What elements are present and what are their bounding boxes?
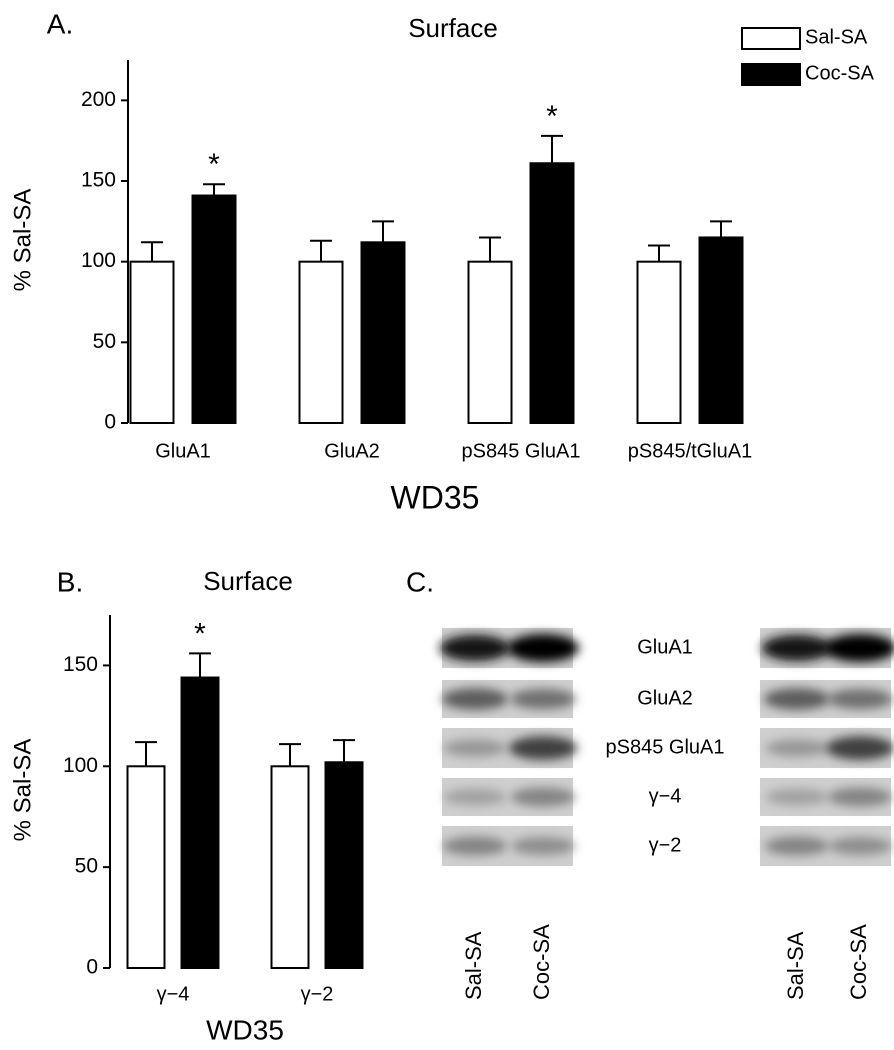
y-axis-label: % Sal-SA	[9, 189, 36, 292]
legend-swatch	[741, 27, 801, 50]
bar	[698, 236, 744, 424]
panel-label: B.	[57, 566, 83, 597]
legend-swatch	[741, 63, 801, 86]
y-tick-label: 100	[63, 754, 98, 777]
blot-band	[510, 688, 576, 710]
blot-band	[761, 634, 833, 662]
bar	[126, 765, 166, 969]
x-tick-label: γ−4	[157, 983, 190, 1005]
blot-band	[824, 634, 894, 662]
bar	[270, 765, 310, 969]
y-tick-label: 0	[86, 956, 98, 979]
y-tick-label: 200	[81, 88, 116, 111]
bar	[636, 260, 682, 424]
bar	[180, 676, 220, 969]
y-axis-label: % Sal-SA	[9, 739, 36, 842]
blot-band	[510, 787, 576, 807]
blot-band	[511, 836, 575, 856]
bar	[529, 162, 575, 424]
blot-band	[825, 736, 894, 760]
blot-band	[828, 836, 892, 856]
blot-band	[827, 787, 893, 807]
chart-title: Surface	[408, 13, 498, 43]
x-tick-label: pS845 GluA1	[462, 440, 581, 462]
blot-row-label: γ−4	[649, 785, 682, 807]
blot-band	[507, 634, 579, 662]
lane-label: Sal-SA	[461, 931, 486, 1000]
blot-band	[441, 688, 509, 710]
bar	[129, 260, 175, 424]
x-tick-label: pS845/tGluA1	[628, 440, 753, 462]
panel-label: A.	[47, 8, 73, 39]
x-axis-label: WD35	[206, 1014, 284, 1045]
lane-label: Coc-SA	[846, 924, 871, 1000]
blot-band	[439, 634, 511, 662]
blot-band	[765, 788, 829, 806]
y-tick-label: 150	[63, 653, 98, 676]
y-tick-label: 0	[104, 411, 116, 434]
blot-band	[827, 688, 893, 710]
bar	[360, 241, 406, 424]
bar	[467, 260, 513, 424]
blot-band	[763, 688, 831, 710]
x-tick-label: GluA1	[155, 440, 211, 462]
chart-title: Surface	[203, 566, 293, 596]
y-tick-label: 100	[81, 249, 116, 272]
blot-band	[508, 736, 578, 760]
x-tick-label: γ−2	[301, 983, 334, 1005]
x-tick-label: GluA2	[324, 440, 380, 462]
blot-band	[443, 739, 507, 757]
bar	[324, 761, 364, 969]
panel-label: C.	[406, 566, 434, 597]
lane-label: Coc-SA	[529, 924, 554, 1000]
y-tick-label: 150	[81, 169, 116, 192]
legend-label: Sal-SA	[805, 26, 868, 48]
significance-marker: *	[208, 148, 220, 181]
y-tick-label: 50	[93, 330, 116, 353]
x-axis-label: WD35	[391, 479, 480, 515]
significance-marker: *	[194, 617, 206, 650]
legend-label: Coc-SA	[805, 62, 875, 84]
blot-row-label: GluA1	[637, 636, 693, 658]
bar	[191, 194, 237, 424]
significance-marker: *	[546, 100, 558, 133]
blot-band	[442, 836, 508, 856]
blot-band	[443, 788, 507, 806]
blot-row-label: γ−2	[649, 834, 682, 856]
blot-row-label: GluA2	[637, 687, 693, 709]
bar	[298, 260, 344, 424]
lane-label: Sal-SA	[783, 931, 808, 1000]
y-tick-label: 50	[75, 855, 98, 878]
blot-band	[765, 739, 829, 757]
blot-row-label: pS845 GluA1	[606, 736, 725, 758]
blot-band	[764, 836, 830, 856]
